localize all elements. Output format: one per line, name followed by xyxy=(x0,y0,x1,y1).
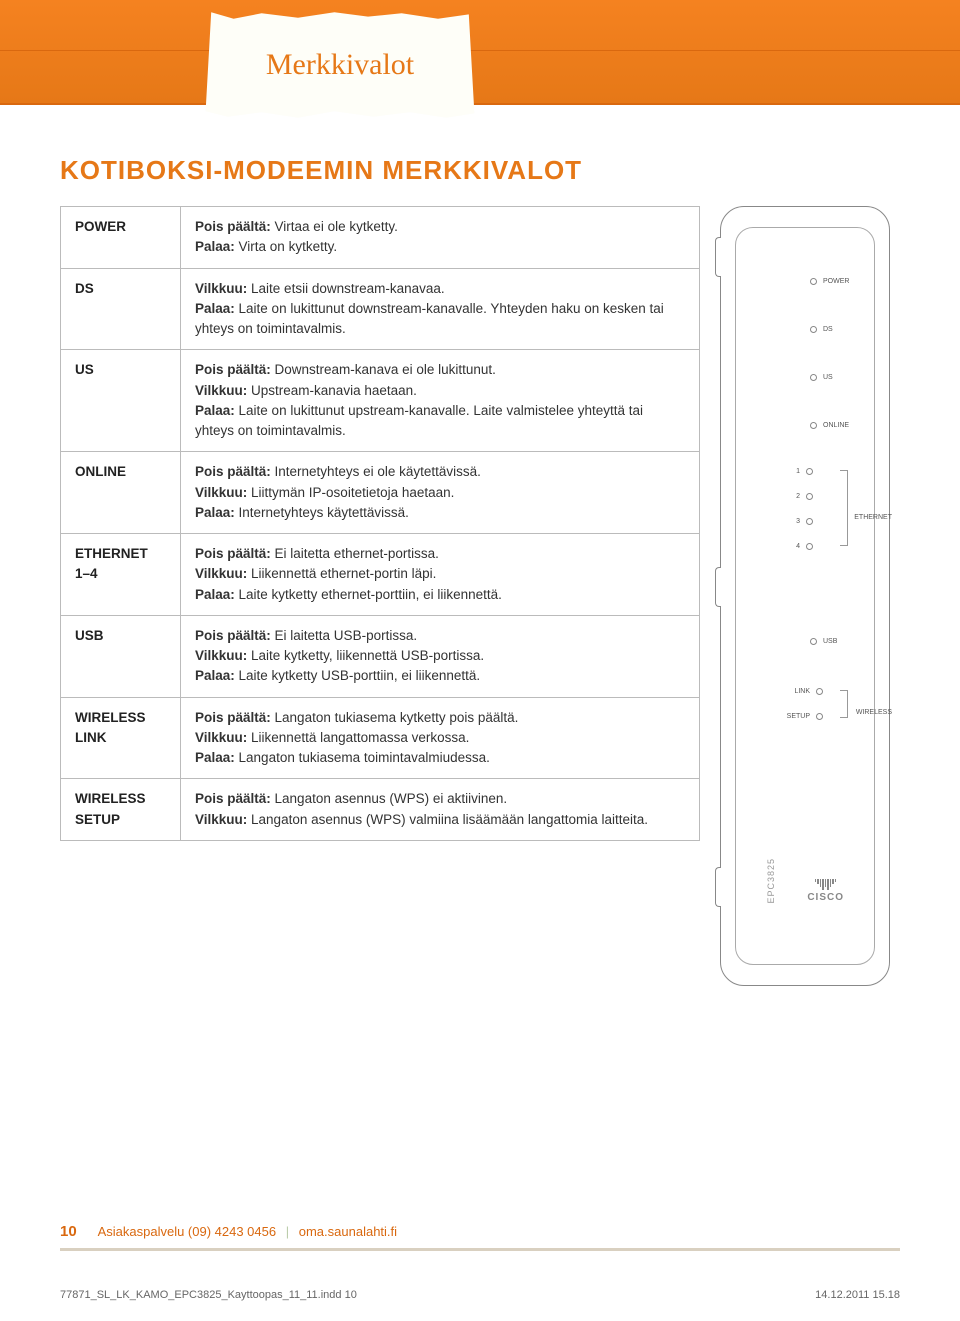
table-row: USBPois päältä: Ei laitetta USB-portissa… xyxy=(61,615,700,697)
footer-url: oma.saunalahti.fi xyxy=(299,1224,397,1239)
cisco-logo: CISCO xyxy=(807,879,844,904)
led-name: WIRELESS LINK xyxy=(61,697,181,779)
led-name: ETHERNET 1–4 xyxy=(61,534,181,616)
section-title: KOTIBOKSI-MODEEMIN MERKKIVALOT xyxy=(60,155,900,186)
led-name: ONLINE xyxy=(61,452,181,534)
modem-led-online: ONLINE xyxy=(810,422,849,429)
modem-ethernet-group: 1234 ETHERNET xyxy=(794,468,844,568)
table-row: WIRELESS SETUPPois päältä: Langaton asen… xyxy=(61,779,700,841)
modem-led-power: POWER xyxy=(810,278,849,285)
modem-model: EPC3825 xyxy=(766,858,776,904)
led-description: Pois päältä: Ei laitetta USB-portissa.Vi… xyxy=(181,615,700,697)
slug-file: 77871_SL_LK_KAMO_EPC3825_Kayttoopas_11_1… xyxy=(60,1289,357,1301)
table-row: DSVilkkuu: Laite etsii downstream-kanava… xyxy=(61,268,700,350)
table-row: ONLINEPois päältä: Internetyhteys ei ole… xyxy=(61,452,700,534)
table-row: WIRELESS LINKPois päältä: Langaton tukia… xyxy=(61,697,700,779)
paper-note-text: Merkkivalot xyxy=(266,48,414,82)
paper-note: Merkkivalot xyxy=(200,10,480,120)
modem-ethernet-led: 1 xyxy=(794,468,844,475)
led-description: Pois päältä: Langaton tukiasema kytketty… xyxy=(181,697,700,779)
orange-banner: Merkkivalot xyxy=(0,0,960,105)
modem-led-us: US xyxy=(810,374,833,381)
table-row: ETHERNET 1–4Pois päältä: Ei laitetta eth… xyxy=(61,534,700,616)
led-name: DS xyxy=(61,268,181,350)
modem-wireless-group: LINK SETUP WIRELESS xyxy=(784,688,844,738)
led-description: Pois päältä: Ei laitetta ethernet-portis… xyxy=(181,534,700,616)
modem-ethernet-led: 2 xyxy=(794,493,844,500)
page-number: 10 xyxy=(60,1223,77,1240)
led-name: POWER xyxy=(61,207,181,269)
page-footer: 10 Asiakaspalvelu (09) 4243 0456 | oma.s… xyxy=(60,1223,900,1251)
modem-ethernet-led: 4 xyxy=(794,543,844,550)
led-description: Vilkkuu: Laite etsii downstream-kanavaa.… xyxy=(181,268,700,350)
led-description: Pois päältä: Internetyhteys ei ole käyte… xyxy=(181,452,700,534)
modem-illustration: POWER DS US ONLINE 1234 ETHERNET USB LIN… xyxy=(720,206,890,986)
modem-led-usb: USB xyxy=(810,638,837,645)
led-description: Pois päältä: Downstream-kanava ei ole lu… xyxy=(181,350,700,452)
led-description: Pois päältä: Langaton asennus (WPS) ei a… xyxy=(181,779,700,841)
led-description: Pois päältä: Virtaa ei ole kytketty.Pala… xyxy=(181,207,700,269)
table-row: POWERPois päältä: Virtaa ei ole kytketty… xyxy=(61,207,700,269)
footer-service: Asiakaspalvelu (09) 4243 0456 xyxy=(98,1224,277,1239)
table-row: USPois päältä: Downstream-kanava ei ole … xyxy=(61,350,700,452)
print-slug: 77871_SL_LK_KAMO_EPC3825_Kayttoopas_11_1… xyxy=(60,1289,900,1301)
led-table: POWERPois päältä: Virtaa ei ole kytketty… xyxy=(60,206,700,841)
slug-date: 14.12.2011 15.18 xyxy=(815,1289,900,1301)
modem-ethernet-led: 3 xyxy=(794,518,844,525)
led-name: US xyxy=(61,350,181,452)
led-name: USB xyxy=(61,615,181,697)
modem-led-ds: DS xyxy=(810,326,833,333)
led-name: WIRELESS SETUP xyxy=(61,779,181,841)
